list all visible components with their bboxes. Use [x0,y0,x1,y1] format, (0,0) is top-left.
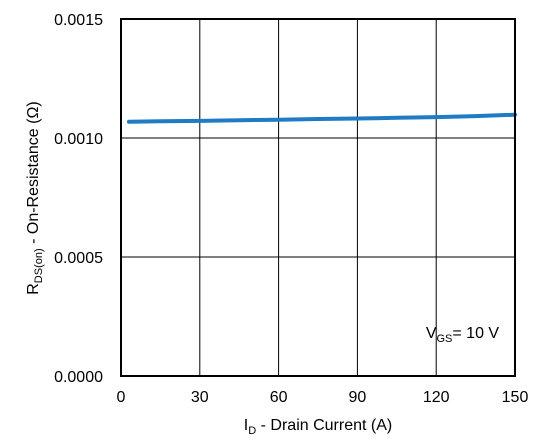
plot-frame [120,18,516,377]
y-tick-labels: 0.0000 0.0005 0.0010 0.0015 [54,12,103,386]
x-tick-label: 120 [423,389,450,406]
grid-lines [121,19,515,376]
y-tick-label: 0.0010 [54,131,103,148]
x-axis-label-rest: - Drain Current (A) [256,417,392,434]
series-line-0 [126,112,517,124]
x-axis-label: ID - Drain Current (A) [244,417,392,437]
x-tick-label: 150 [502,389,529,406]
y-tick-label: 0.0015 [54,12,103,29]
vgs-annotation-main: V [426,325,437,342]
series-layer [126,112,517,124]
y-axis-label-rest: - On-Resistance (Ω) [25,101,42,248]
x-tick-label: 90 [349,389,367,406]
vgs-annotation: VGS= 10 V [426,325,500,345]
y-axis-label: RDS(on) - On-Resistance (Ω) [25,101,45,295]
vgs-annotation-sub: GS [436,333,452,345]
x-tick-label: 0 [117,389,126,406]
x-axis-label-main: I [244,417,248,434]
vgs-annotation-rest: = 10 V [452,325,499,342]
y-axis-label-sub: DS(on) [33,248,45,283]
x-tick-labels: 0 30 60 90 120 150 [117,389,529,406]
y-axis-label-main: R [25,283,42,295]
x-axis-label-sub: D [248,425,256,437]
y-tick-label: 0.0000 [54,369,103,386]
y-tick-label: 0.0005 [54,250,103,267]
x-tick-label: 30 [191,389,209,406]
x-tick-label: 60 [270,389,288,406]
